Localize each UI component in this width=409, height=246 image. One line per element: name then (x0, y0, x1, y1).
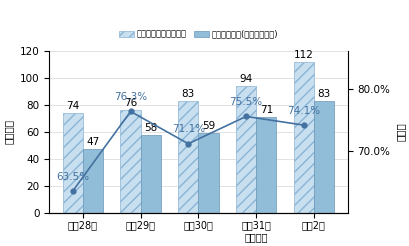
Text: 71.1%: 71.1% (171, 124, 204, 134)
Text: 76: 76 (124, 98, 137, 108)
Y-axis label: 違反率: 違反率 (395, 123, 405, 141)
Text: 74.1%: 74.1% (287, 106, 319, 116)
Bar (313, 101, 333, 213)
Bar (198, 133, 218, 213)
Text: 83: 83 (181, 89, 195, 99)
Bar (178, 101, 198, 213)
Text: 71: 71 (259, 105, 272, 115)
Legend: 監督指導実施事業場数, 違反事業場数(折線は違反率): 監督指導実施事業場数, 違反事業場数(折線は違反率) (115, 27, 281, 42)
Text: 94: 94 (239, 74, 252, 84)
Text: 47: 47 (86, 138, 99, 147)
Bar (236, 86, 256, 213)
Text: 58: 58 (144, 123, 157, 133)
Text: 59: 59 (201, 121, 215, 131)
Bar (256, 117, 276, 213)
Text: 83: 83 (317, 89, 330, 99)
Bar (63, 113, 83, 213)
Bar (83, 149, 103, 213)
Bar (140, 135, 160, 213)
Bar (293, 62, 313, 213)
Text: 76.3%: 76.3% (114, 92, 147, 102)
Text: 75.5%: 75.5% (229, 97, 262, 107)
Text: 112: 112 (293, 50, 313, 60)
Text: 63.5%: 63.5% (56, 171, 89, 182)
Bar (120, 110, 140, 213)
Y-axis label: 事業場数: 事業場数 (4, 120, 14, 144)
Text: 74: 74 (66, 101, 79, 111)
